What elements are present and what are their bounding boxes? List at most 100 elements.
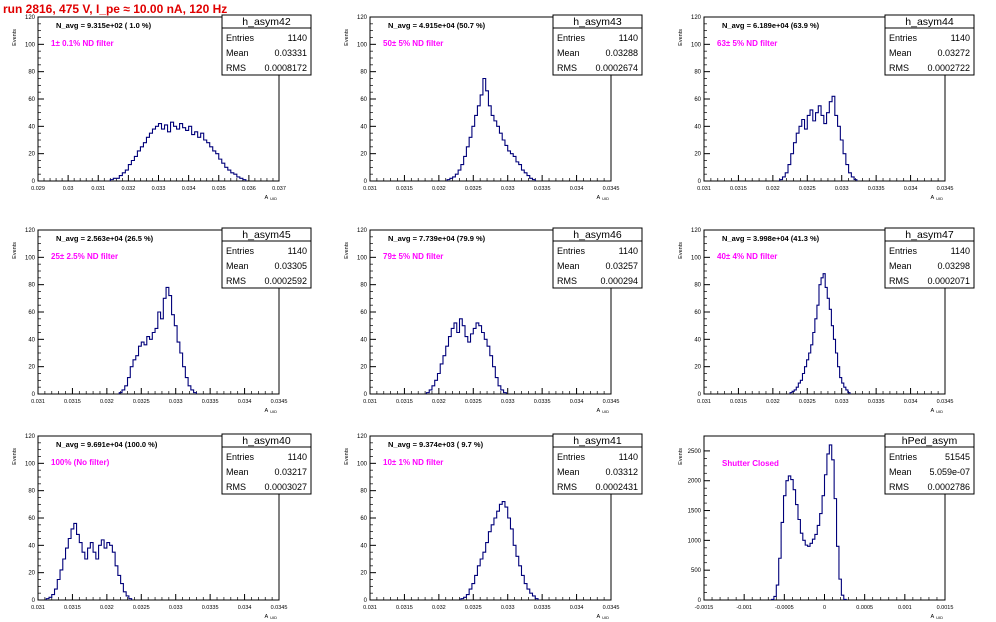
filter-label: 10± 1% ND filter bbox=[383, 458, 443, 467]
y-tick-label: 0 bbox=[364, 179, 368, 185]
x-axis-title: A UID bbox=[264, 614, 277, 620]
y-tick-label: 40 bbox=[360, 337, 367, 343]
stats-key-mean: Mean bbox=[557, 48, 580, 58]
navg-label: N_avg = 7.739e+04 (79.9 %) bbox=[388, 234, 486, 243]
y-tick-label: 100 bbox=[357, 42, 368, 48]
x-tick-label: 0.034 bbox=[182, 186, 196, 192]
stats-value-rms: 0.000294 bbox=[600, 276, 638, 286]
x-tick-label: 0.034 bbox=[570, 399, 584, 405]
x-axis-subscript: UID bbox=[936, 196, 943, 201]
histogram-name: h_asym40 bbox=[242, 435, 291, 447]
histogram-name: h_asym45 bbox=[242, 229, 291, 241]
x-tick-label: 0.0325 bbox=[799, 186, 816, 192]
y-tick-label: 0 bbox=[32, 179, 36, 185]
filter-label: 1± 0.1% ND filter bbox=[51, 39, 114, 48]
stats-key-mean: Mean bbox=[226, 467, 249, 477]
y-tick-label: 1000 bbox=[688, 538, 702, 544]
x-tick-label: 0.0345 bbox=[603, 605, 620, 611]
x-tick-label: 0.036 bbox=[242, 186, 256, 192]
histogram-panel-h_asym45: 0 20 40 60 80 100 120 0.031 0.0315 0.032 0.0325 0.0… bbox=[12, 227, 312, 414]
histogram-line bbox=[446, 77, 536, 181]
x-tick-label: 0.033 bbox=[501, 605, 515, 611]
stats-value-mean: 0.03272 bbox=[937, 48, 970, 58]
y-axis-title: Events bbox=[12, 29, 18, 46]
y-tick-label: 20 bbox=[28, 365, 35, 371]
x-tick-label: 0.0335 bbox=[868, 186, 885, 192]
stats-key-mean: Mean bbox=[557, 261, 580, 271]
x-tick-label: 0.034 bbox=[570, 605, 584, 611]
x-tick-label: 0.0015 bbox=[937, 605, 954, 611]
stats-box bbox=[884, 14, 975, 76]
y-tick-label: 20 bbox=[28, 152, 35, 158]
x-tick-label: 0.0005 bbox=[856, 605, 873, 611]
y-tick-label: 80 bbox=[694, 283, 701, 289]
y-tick-label: 500 bbox=[691, 568, 702, 574]
stats-value-entries: 1140 bbox=[619, 33, 638, 43]
y-tick-label: 2500 bbox=[688, 449, 702, 455]
x-axis-subscript: UID bbox=[270, 196, 277, 201]
stats-box bbox=[552, 227, 643, 289]
x-axis-title: A UID bbox=[596, 614, 609, 620]
y-tick-label: 120 bbox=[691, 15, 702, 21]
x-tick-label: 0.034 bbox=[904, 399, 918, 405]
x-tick-label: 0.031 bbox=[31, 605, 45, 611]
x-axis-subscript: UID bbox=[270, 615, 277, 620]
histogram-name: h_asym47 bbox=[905, 229, 954, 241]
x-tick-label: 0.0315 bbox=[64, 399, 81, 405]
stats-key-entries: Entries bbox=[889, 452, 918, 462]
y-tick-label: 80 bbox=[360, 283, 367, 289]
x-tick-label: 0.0335 bbox=[534, 399, 551, 405]
y-tick-label: 120 bbox=[691, 228, 702, 234]
histogram-panel-h_asym41: 0 20 40 60 80 100 120 0.031 0.0315 0.032 0.0325 0.0… bbox=[344, 433, 643, 620]
x-tick-label: 0.0315 bbox=[730, 399, 747, 405]
x-tick-label: 0.031 bbox=[363, 605, 377, 611]
navg-label: N_avg = 9.315e+02 ( 1.0 %) bbox=[56, 21, 152, 30]
y-tick-label: 40 bbox=[28, 543, 35, 549]
x-tick-label: 0.0325 bbox=[465, 605, 482, 611]
y-tick-label: 0 bbox=[698, 392, 702, 398]
y-tick-label: 20 bbox=[694, 152, 701, 158]
x-axis-subscript: UID bbox=[602, 196, 609, 201]
y-axis-title: Events bbox=[344, 448, 350, 465]
stats-value-rms: 0.0008172 bbox=[264, 63, 307, 73]
x-tick-label: 0.033 bbox=[169, 399, 183, 405]
x-tick-label: 0 bbox=[823, 605, 826, 611]
x-tick-label: 0.033 bbox=[501, 186, 515, 192]
y-tick-label: 80 bbox=[360, 70, 367, 76]
x-tick-label: 0.0335 bbox=[868, 399, 885, 405]
stats-key-rms: RMS bbox=[226, 276, 246, 286]
x-axis-title: A UID bbox=[930, 195, 943, 201]
stats-box bbox=[552, 433, 643, 495]
x-axis-subscript: UID bbox=[936, 615, 943, 620]
y-axis-title: Events bbox=[678, 448, 684, 465]
y-tick-label: 80 bbox=[360, 489, 367, 495]
x-axis-subscript: UID bbox=[602, 409, 609, 414]
x-tick-label: 0.034 bbox=[238, 605, 252, 611]
stats-key-entries: Entries bbox=[557, 33, 586, 43]
stats-value-mean: 5.059e-07 bbox=[929, 467, 970, 477]
y-tick-label: 100 bbox=[691, 255, 702, 261]
x-tick-label: 0.001 bbox=[898, 605, 912, 611]
navg-label: N_avg = 4.915e+04 (50.7 %) bbox=[388, 21, 486, 30]
y-axis-title: Events bbox=[344, 242, 350, 259]
stats-value-mean: 0.03288 bbox=[605, 48, 638, 58]
histogram-name: h_asym42 bbox=[242, 16, 291, 28]
x-tick-label: 0.031 bbox=[697, 186, 711, 192]
stats-value-rms: 0.0002431 bbox=[595, 482, 638, 492]
histogram-panel-h_asym47: 0 20 40 60 80 100 120 0.031 0.0315 0.032 0.0325 0.0… bbox=[678, 227, 975, 414]
filter-label: Shutter Closed bbox=[722, 459, 779, 468]
x-tick-label: 0.0325 bbox=[465, 186, 482, 192]
histogram-panel-hPed_asym: 0 500 1000 1500 2000 2500 -0.0015 -0.001 -0.0005… bbox=[678, 433, 975, 620]
y-tick-label: 120 bbox=[25, 228, 36, 234]
x-tick-label: 0.034 bbox=[238, 399, 252, 405]
stats-box bbox=[221, 227, 312, 289]
x-tick-label: 0.032 bbox=[432, 605, 446, 611]
histogram-panel-h_asym40: 0 20 40 60 80 100 120 0.031 0.0315 0.032 0.0325 0.0… bbox=[12, 433, 312, 620]
x-tick-label: 0.031 bbox=[363, 186, 377, 192]
y-tick-label: 100 bbox=[25, 42, 36, 48]
histogram-line bbox=[460, 501, 539, 600]
histogram-name: h_asym44 bbox=[905, 16, 954, 28]
y-tick-label: 60 bbox=[694, 310, 701, 316]
x-tick-label: 0.033 bbox=[501, 399, 515, 405]
histogram-panel-h_asym43: 0 20 40 60 80 100 120 0.031 0.0315 0.032 0.0325 0.0… bbox=[344, 14, 643, 201]
